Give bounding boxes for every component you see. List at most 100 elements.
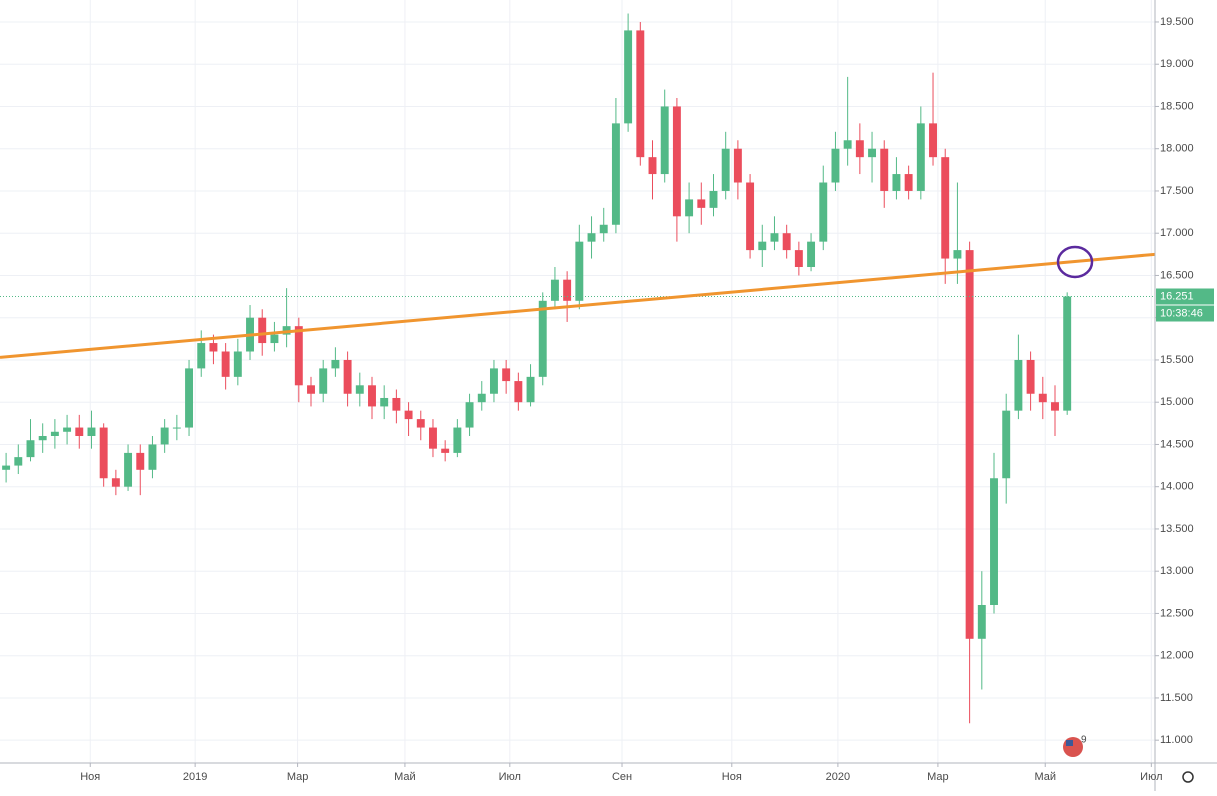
candle-body <box>526 376 535 403</box>
candle-body <box>660 106 669 175</box>
candle-body <box>404 410 413 420</box>
badge: 9 <box>1081 735 1087 746</box>
candle-body <box>270 334 279 344</box>
y-tick-label: 14.000 <box>1160 481 1194 493</box>
candle-body <box>770 233 779 242</box>
x-tick-label: Июл <box>499 771 521 783</box>
y-tick-label: 19.000 <box>1160 58 1194 70</box>
y-tick-label: 18.500 <box>1160 100 1194 112</box>
candle-body <box>990 478 998 605</box>
candle-body <box>1026 359 1035 394</box>
gear[interactable] <box>1182 771 1194 783</box>
candle-body <box>185 368 194 428</box>
x-tick-label: Ноя <box>80 771 100 783</box>
candle-body <box>782 233 791 251</box>
candle-body <box>941 157 950 259</box>
highlight-circle <box>1056 245 1094 279</box>
candle-body <box>392 397 401 411</box>
candle-body <box>99 427 108 479</box>
candle-body <box>136 452 145 470</box>
candle-body <box>221 351 230 377</box>
candle-body <box>343 359 352 394</box>
candle-body <box>331 359 340 369</box>
candle-body <box>587 233 596 242</box>
x-tick-label: Мар <box>927 771 949 783</box>
candle-body <box>611 123 620 225</box>
candle-body <box>355 385 364 394</box>
x-tick-label: Сен <box>612 771 632 783</box>
candle-body <box>26 440 35 458</box>
candle-body <box>87 427 96 436</box>
countdown-label: 10:38:46 <box>1160 307 1203 319</box>
y-tick-label: 17.000 <box>1160 227 1194 239</box>
candle-body <box>575 241 584 301</box>
candle-body <box>2 465 11 470</box>
y-tick-label: 15.000 <box>1160 396 1194 408</box>
y-tick-label: 16.500 <box>1160 269 1194 281</box>
candle-body <box>258 317 267 344</box>
candle-body <box>965 250 974 639</box>
x-tick-label: 2019 <box>183 771 207 783</box>
y-tick-label: 14.500 <box>1160 438 1194 450</box>
candle-body <box>319 368 328 394</box>
candle-body <box>111 478 120 487</box>
candle-body <box>868 148 877 158</box>
candle-body <box>538 300 547 377</box>
candle-body <box>38 436 47 441</box>
last-price-label: 16.251 <box>1160 290 1194 302</box>
candle-body <box>599 224 608 234</box>
candle-body <box>929 123 937 158</box>
candle-body <box>75 427 84 436</box>
candle-body <box>550 279 559 301</box>
candle-body <box>807 241 816 268</box>
candle-body <box>50 431 59 436</box>
candle-body <box>124 452 133 487</box>
candle-body <box>636 30 645 158</box>
candle-body <box>465 402 474 428</box>
settings-icon[interactable] <box>1182 771 1194 783</box>
candle-body <box>514 381 523 403</box>
plot <box>0 13 1156 724</box>
candle-body <box>977 604 986 639</box>
trend-line <box>0 252 1156 359</box>
y-tick-label: 12.000 <box>1160 650 1194 662</box>
candle-body <box>307 385 315 394</box>
last-price-box <box>1156 288 1214 305</box>
candle-body <box>233 351 242 377</box>
candle-body <box>697 199 706 208</box>
grid <box>0 0 1155 763</box>
x-tick-label: Мар <box>287 771 309 783</box>
y-tick-label: 12.500 <box>1160 607 1194 619</box>
candle-body <box>368 385 376 407</box>
x-tick-label: Июл <box>1140 771 1162 783</box>
y-tick-label: 11.500 <box>1160 692 1193 704</box>
flag-canton <box>1066 740 1073 746</box>
candle-body <box>489 368 498 394</box>
candle-body <box>14 457 23 466</box>
candle-body <box>794 250 803 268</box>
candle-body <box>1038 393 1047 403</box>
candle-body <box>648 157 657 175</box>
candle-body <box>904 174 913 191</box>
candle-body <box>721 148 730 191</box>
candle-body <box>453 427 462 453</box>
candle-body <box>672 106 681 217</box>
candle-body <box>441 448 450 453</box>
candle-body <box>953 250 962 259</box>
candle-body <box>916 123 925 191</box>
y-tick-label: 11.000 <box>1160 734 1193 746</box>
candle-body <box>209 343 218 352</box>
y-tick-label: 13.000 <box>1160 565 1194 577</box>
candle-body <box>563 279 572 301</box>
candle-body <box>624 30 633 124</box>
candle-body <box>63 427 72 432</box>
candle-body <box>880 148 889 191</box>
candle-body <box>1051 402 1059 411</box>
candle-body <box>843 140 852 149</box>
candle-body <box>294 326 303 386</box>
candle-body <box>1063 296 1072 411</box>
candle-body <box>148 444 157 470</box>
candle-body <box>709 190 718 208</box>
candle-body <box>172 427 181 429</box>
